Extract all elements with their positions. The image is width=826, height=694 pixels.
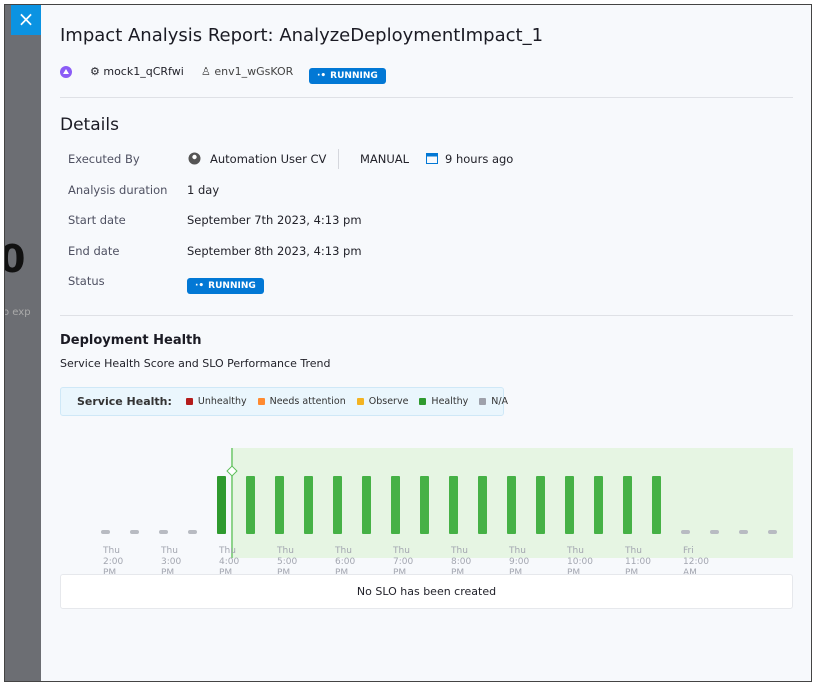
- legend-title: Service Health:: [77, 395, 172, 408]
- bg-text: o exp: [4, 307, 31, 318]
- legend-item: Needs attention: [257, 396, 346, 407]
- env-name: env1_wGsKOR: [214, 65, 294, 78]
- legend-label: Needs attention: [269, 396, 346, 407]
- legend-label: Unhealthy: [197, 396, 247, 407]
- x-tick-label: Thu 9:00 PM: [509, 546, 530, 578]
- bar: [100, 530, 110, 534]
- bar: [535, 476, 545, 534]
- status-wrap: RUNNING: [187, 273, 264, 294]
- legend-swatch: [356, 398, 364, 405]
- separator: [338, 149, 339, 169]
- status-pill: RUNNING: [187, 278, 264, 294]
- health-heading: Deployment Health: [60, 333, 202, 348]
- x-tick-label: Thu 8:00 PM: [451, 546, 472, 578]
- bar: [129, 530, 139, 534]
- legend-label: Healthy: [431, 396, 469, 407]
- legend-item: Observe: [356, 396, 409, 407]
- bar: [187, 530, 197, 534]
- bar: [448, 476, 458, 534]
- time-ago: 9 hours ago: [445, 152, 514, 166]
- health-chart: Thu 2:00 PM Thu 3:00 PM Thu 4:00 PM Thu 5:0…: [60, 443, 793, 578]
- detail-value: September 8th 2023, 4:13 pm: [187, 243, 362, 258]
- x-tick-label: Thu 10:00 PM: [567, 546, 593, 578]
- detail-value: 1 day: [187, 182, 220, 197]
- status-wrap: RUNNING: [309, 63, 386, 84]
- bar: [419, 476, 429, 534]
- bar: [274, 476, 284, 534]
- bar: [477, 476, 487, 534]
- bg-text: 0: [5, 237, 25, 281]
- bar: [216, 476, 226, 534]
- x-tick-label: Thu 5:00 PM: [277, 546, 298, 578]
- legend: Service Health: Unhealthy Needs attention…: [60, 387, 508, 416]
- bar: [738, 530, 748, 534]
- slo-message: No SLO has been created: [60, 574, 793, 609]
- user-icon: [188, 152, 201, 165]
- x-tick-label: Fri 12:00 AM: [683, 546, 709, 578]
- bar: [390, 476, 400, 534]
- deployment-line: [231, 448, 233, 558]
- legend-item: Healthy: [419, 396, 468, 407]
- detail-value: September 7th 2023, 4:13 pm: [187, 213, 362, 227]
- bar: [622, 476, 632, 534]
- close-button[interactable]: ×: [11, 5, 41, 35]
- service-name: mock1_qCRfwi: [103, 65, 184, 78]
- health-subtitle: Service Health Score and SLO Performance…: [60, 357, 331, 370]
- bar: [767, 530, 777, 534]
- legend-swatch: [257, 398, 265, 405]
- bar: [158, 530, 168, 534]
- status-pill: RUNNING: [309, 68, 386, 84]
- calendar-icon: [426, 153, 438, 164]
- bar: [680, 530, 690, 534]
- legend-item: Unhealthy: [185, 396, 247, 407]
- bar: [332, 476, 342, 534]
- x-tick-label: Thu 6:00 PM: [335, 546, 356, 578]
- legend-swatch: [419, 398, 427, 405]
- bar: [709, 530, 719, 534]
- bar: [593, 476, 603, 534]
- screenshot: × 0 o exp Impact Analysis Report: Analyz…: [4, 4, 812, 682]
- x-tick-label: Thu 4:00 PM: [219, 546, 240, 578]
- bar: [303, 476, 313, 534]
- report-title: Impact Analysis Report: AnalyzeDeploymen…: [60, 25, 544, 46]
- service: ⚙ mock1_qCRfwi: [90, 65, 184, 78]
- detail-label: Executed By: [68, 152, 140, 166]
- bar: [651, 476, 661, 534]
- divider: [60, 315, 793, 316]
- report-panel: Impact Analysis Report: AnalyzeDeploymen…: [41, 5, 811, 681]
- x-tick-label: Thu 7:00 PM: [393, 546, 414, 578]
- bar: [506, 476, 516, 534]
- divider: [60, 97, 793, 98]
- bar: [245, 476, 255, 534]
- details-heading: Details: [60, 115, 119, 135]
- detail-label: End date: [68, 243, 120, 258]
- detail-label: Analysis duration: [68, 182, 168, 197]
- x-tick-label: Thu 11:00 PM: [625, 546, 651, 578]
- legend-swatch: [479, 398, 487, 405]
- trigger: MANUAL: [360, 152, 410, 166]
- bar: [361, 476, 371, 534]
- environment: ♙ env1_wGsKOR: [201, 65, 294, 78]
- legend-label: N/A: [491, 396, 509, 407]
- x-tick-label: Thu 2:00 PM: [103, 546, 124, 578]
- detail-label: Status: [68, 274, 105, 288]
- legend-label: Observe: [368, 396, 409, 407]
- x-tick-label: Thu 3:00 PM: [161, 546, 182, 578]
- bar: [564, 476, 574, 534]
- legend-item: N/A: [479, 396, 508, 407]
- detail-value: Automation User CV: [210, 152, 327, 166]
- detail-label: Start date: [68, 213, 126, 227]
- icon: [60, 66, 72, 78]
- legend-swatch: [185, 398, 193, 405]
